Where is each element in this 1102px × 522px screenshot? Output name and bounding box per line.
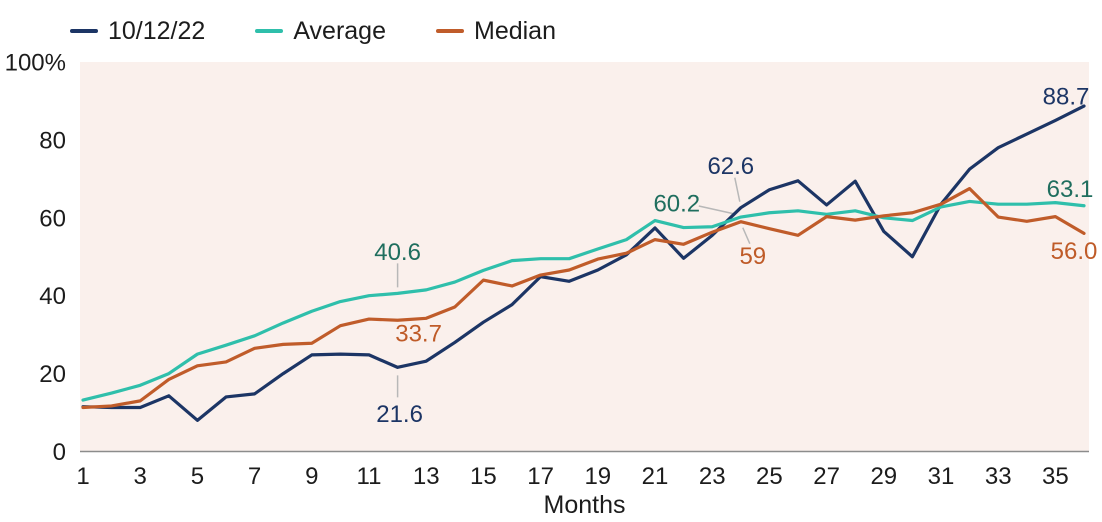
callout-label: 56.0 <box>1051 238 1098 265</box>
x-tick-label: 15 <box>470 463 497 490</box>
legend-item-median: Median <box>436 16 556 46</box>
legend-item-10-12-22: 10/12/22 <box>70 16 205 46</box>
plot-background <box>80 62 1089 452</box>
x-tick-label: 7 <box>248 463 261 490</box>
x-tick-label: 23 <box>699 463 726 490</box>
x-axis-title: Months <box>543 491 626 519</box>
legend-swatch-teal <box>255 29 284 33</box>
legend-label-average: Average <box>293 17 386 45</box>
callout-leader-line <box>734 177 741 202</box>
x-tick-label: 27 <box>813 463 840 490</box>
x-tick-label: 17 <box>527 463 554 490</box>
y-tick-label: 100% <box>5 50 66 77</box>
x-tick-label: 25 <box>756 463 783 490</box>
x-tick-label: 29 <box>870 463 897 490</box>
x-tick-label: 33 <box>985 463 1012 490</box>
legend-label-median: Median <box>474 17 556 45</box>
series-line-average <box>81 199 1086 402</box>
x-tick-label: 31 <box>928 463 955 490</box>
callout-leader-line <box>698 205 735 215</box>
y-tick-label: 80 <box>39 127 66 154</box>
callout-label: 40.6 <box>374 239 421 266</box>
chart-legend: 10/12/22 Average Median <box>70 16 556 46</box>
callout-label: 88.7 <box>1043 84 1090 111</box>
x-tick-label: 19 <box>584 463 611 490</box>
y-tick-label: 0 <box>53 439 66 466</box>
x-tick-label: 3 <box>134 463 147 490</box>
x-tick-label: 11 <box>357 463 382 490</box>
x-tick-label: 35 <box>1042 463 1069 490</box>
callout-label: 60.2 <box>653 191 700 218</box>
callout-label: 62.6 <box>707 153 754 180</box>
callout-label: 63.1 <box>1047 176 1094 203</box>
callout-label: 21.6 <box>376 401 423 428</box>
series-line-10-12-22 <box>81 104 1086 422</box>
y-tick-label: 60 <box>39 205 66 232</box>
callout-label: 33.7 <box>395 321 442 348</box>
y-tick-label: 20 <box>39 361 66 388</box>
series-line-median <box>81 186 1086 410</box>
legend-swatch-navy <box>70 29 98 33</box>
y-tick-label: 40 <box>39 283 66 310</box>
callout-label: 59 <box>739 243 766 270</box>
legend-label-10-12-22: 10/12/22 <box>108 17 206 45</box>
callout-leader-line <box>742 227 751 244</box>
legend-swatch-orange <box>436 29 464 33</box>
x-tick-label: 13 <box>413 463 440 490</box>
x-tick-label: 5 <box>191 463 204 490</box>
legend-item-average: Average <box>255 16 386 46</box>
x-tick-label: 9 <box>305 463 318 490</box>
x-tick-label: 21 <box>642 463 669 490</box>
x-tick-label: 1 <box>76 463 89 490</box>
